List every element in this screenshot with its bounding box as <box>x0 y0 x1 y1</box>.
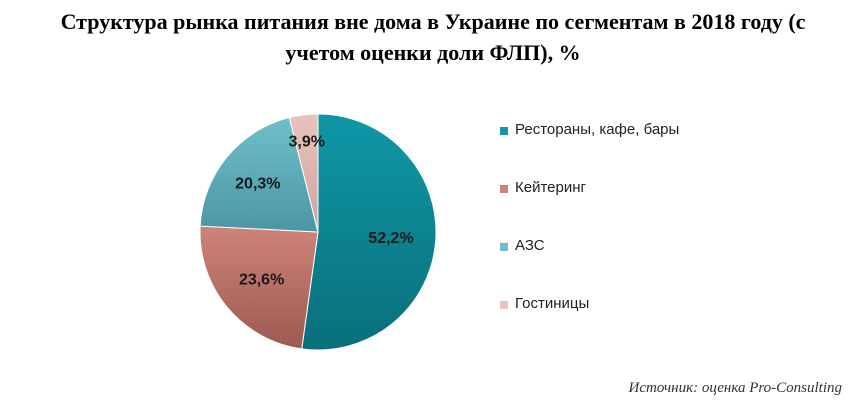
chart-title: Структура рынка питания вне дома в Украи… <box>0 6 866 68</box>
pie-data-label-3: 3,9% <box>289 134 325 151</box>
legend-swatch-2 <box>500 243 508 251</box>
chart-title-line-1: Структура рынка питания вне дома в Украи… <box>60 9 806 34</box>
legend-swatch-0 <box>500 127 508 135</box>
legend-swatch-3 <box>500 301 508 309</box>
legend-label-3: Гостиницы <box>515 295 590 312</box>
pie-data-label-1: 23,6% <box>239 272 284 289</box>
pie-slice-1 <box>199 225 319 350</box>
chart-title-line-2: учетом оценки доли ФЛП), % <box>285 40 581 65</box>
legend-label-2: АЗС <box>515 237 545 254</box>
pie-slice-0 <box>301 113 437 351</box>
pie-data-label-0: 52,2% <box>368 230 413 247</box>
pie-slice-2 <box>199 116 319 233</box>
legend-label-1: Кейтеринг <box>515 179 586 196</box>
pie-data-label-2: 20,3% <box>235 176 280 193</box>
legend-label-0: Рестораны, кафе, бары <box>515 121 680 138</box>
legend-swatch-1 <box>500 185 508 193</box>
pie-slice-3 <box>288 113 319 233</box>
source-note: Источник: оценка Pro-Consulting <box>628 380 842 396</box>
